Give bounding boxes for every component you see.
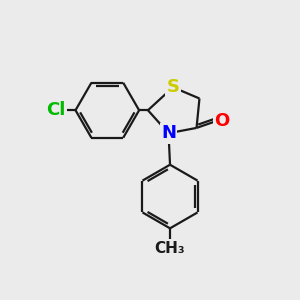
Text: S: S (167, 78, 179, 96)
Text: CH₃: CH₃ (155, 241, 185, 256)
Text: O: O (214, 112, 230, 130)
Text: N: N (161, 124, 176, 142)
Text: Cl: Cl (46, 101, 65, 119)
